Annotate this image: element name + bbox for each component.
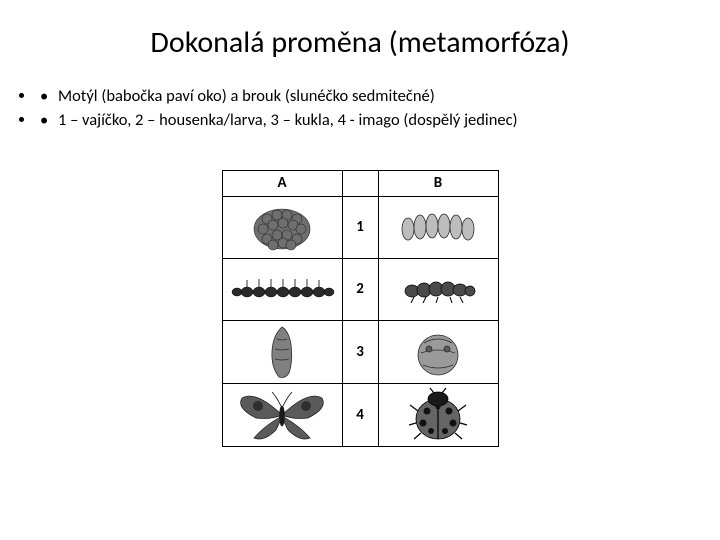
egg-cluster-icon <box>243 199 321 255</box>
metamorphosis-table: A B 1 <box>222 170 499 447</box>
cell-a4 <box>222 383 342 446</box>
row-label-3: 3 <box>342 320 378 383</box>
cell-a2 <box>222 258 342 320</box>
egg-row-icon <box>396 207 480 247</box>
cell-b2 <box>378 258 498 320</box>
bullet-item: 1 – vajíčko, 2 – housenka/larva, 3 – kuk… <box>36 109 700 131</box>
row-label-2: 2 <box>342 258 378 320</box>
row-label-1: 1 <box>342 196 378 258</box>
grub-icon <box>398 273 478 305</box>
cell-a1 <box>222 196 342 258</box>
caterpillar-icon <box>227 274 337 304</box>
butterfly-icon <box>234 386 330 444</box>
metamorphosis-table-wrap: A B 1 <box>0 170 720 447</box>
cell-b1 <box>378 196 498 258</box>
bullet-list: Motýl (babočka paví oko) a brouk (slunéč… <box>0 85 720 132</box>
chrysalis-icon <box>257 323 307 381</box>
row-label-4: 4 <box>342 383 378 446</box>
col-header-a: A <box>222 170 342 196</box>
bullet-item: Motýl (babočka paví oko) a brouk (slunéč… <box>36 85 700 107</box>
col-header-b: B <box>378 170 498 196</box>
beetle-pupa-icon <box>409 325 467 379</box>
cell-b4 <box>378 383 498 446</box>
cell-b3 <box>378 320 498 383</box>
cell-a3 <box>222 320 342 383</box>
page-title: Dokonalá proměna (metamorfóza) <box>0 0 720 85</box>
ladybird-icon <box>407 387 469 443</box>
